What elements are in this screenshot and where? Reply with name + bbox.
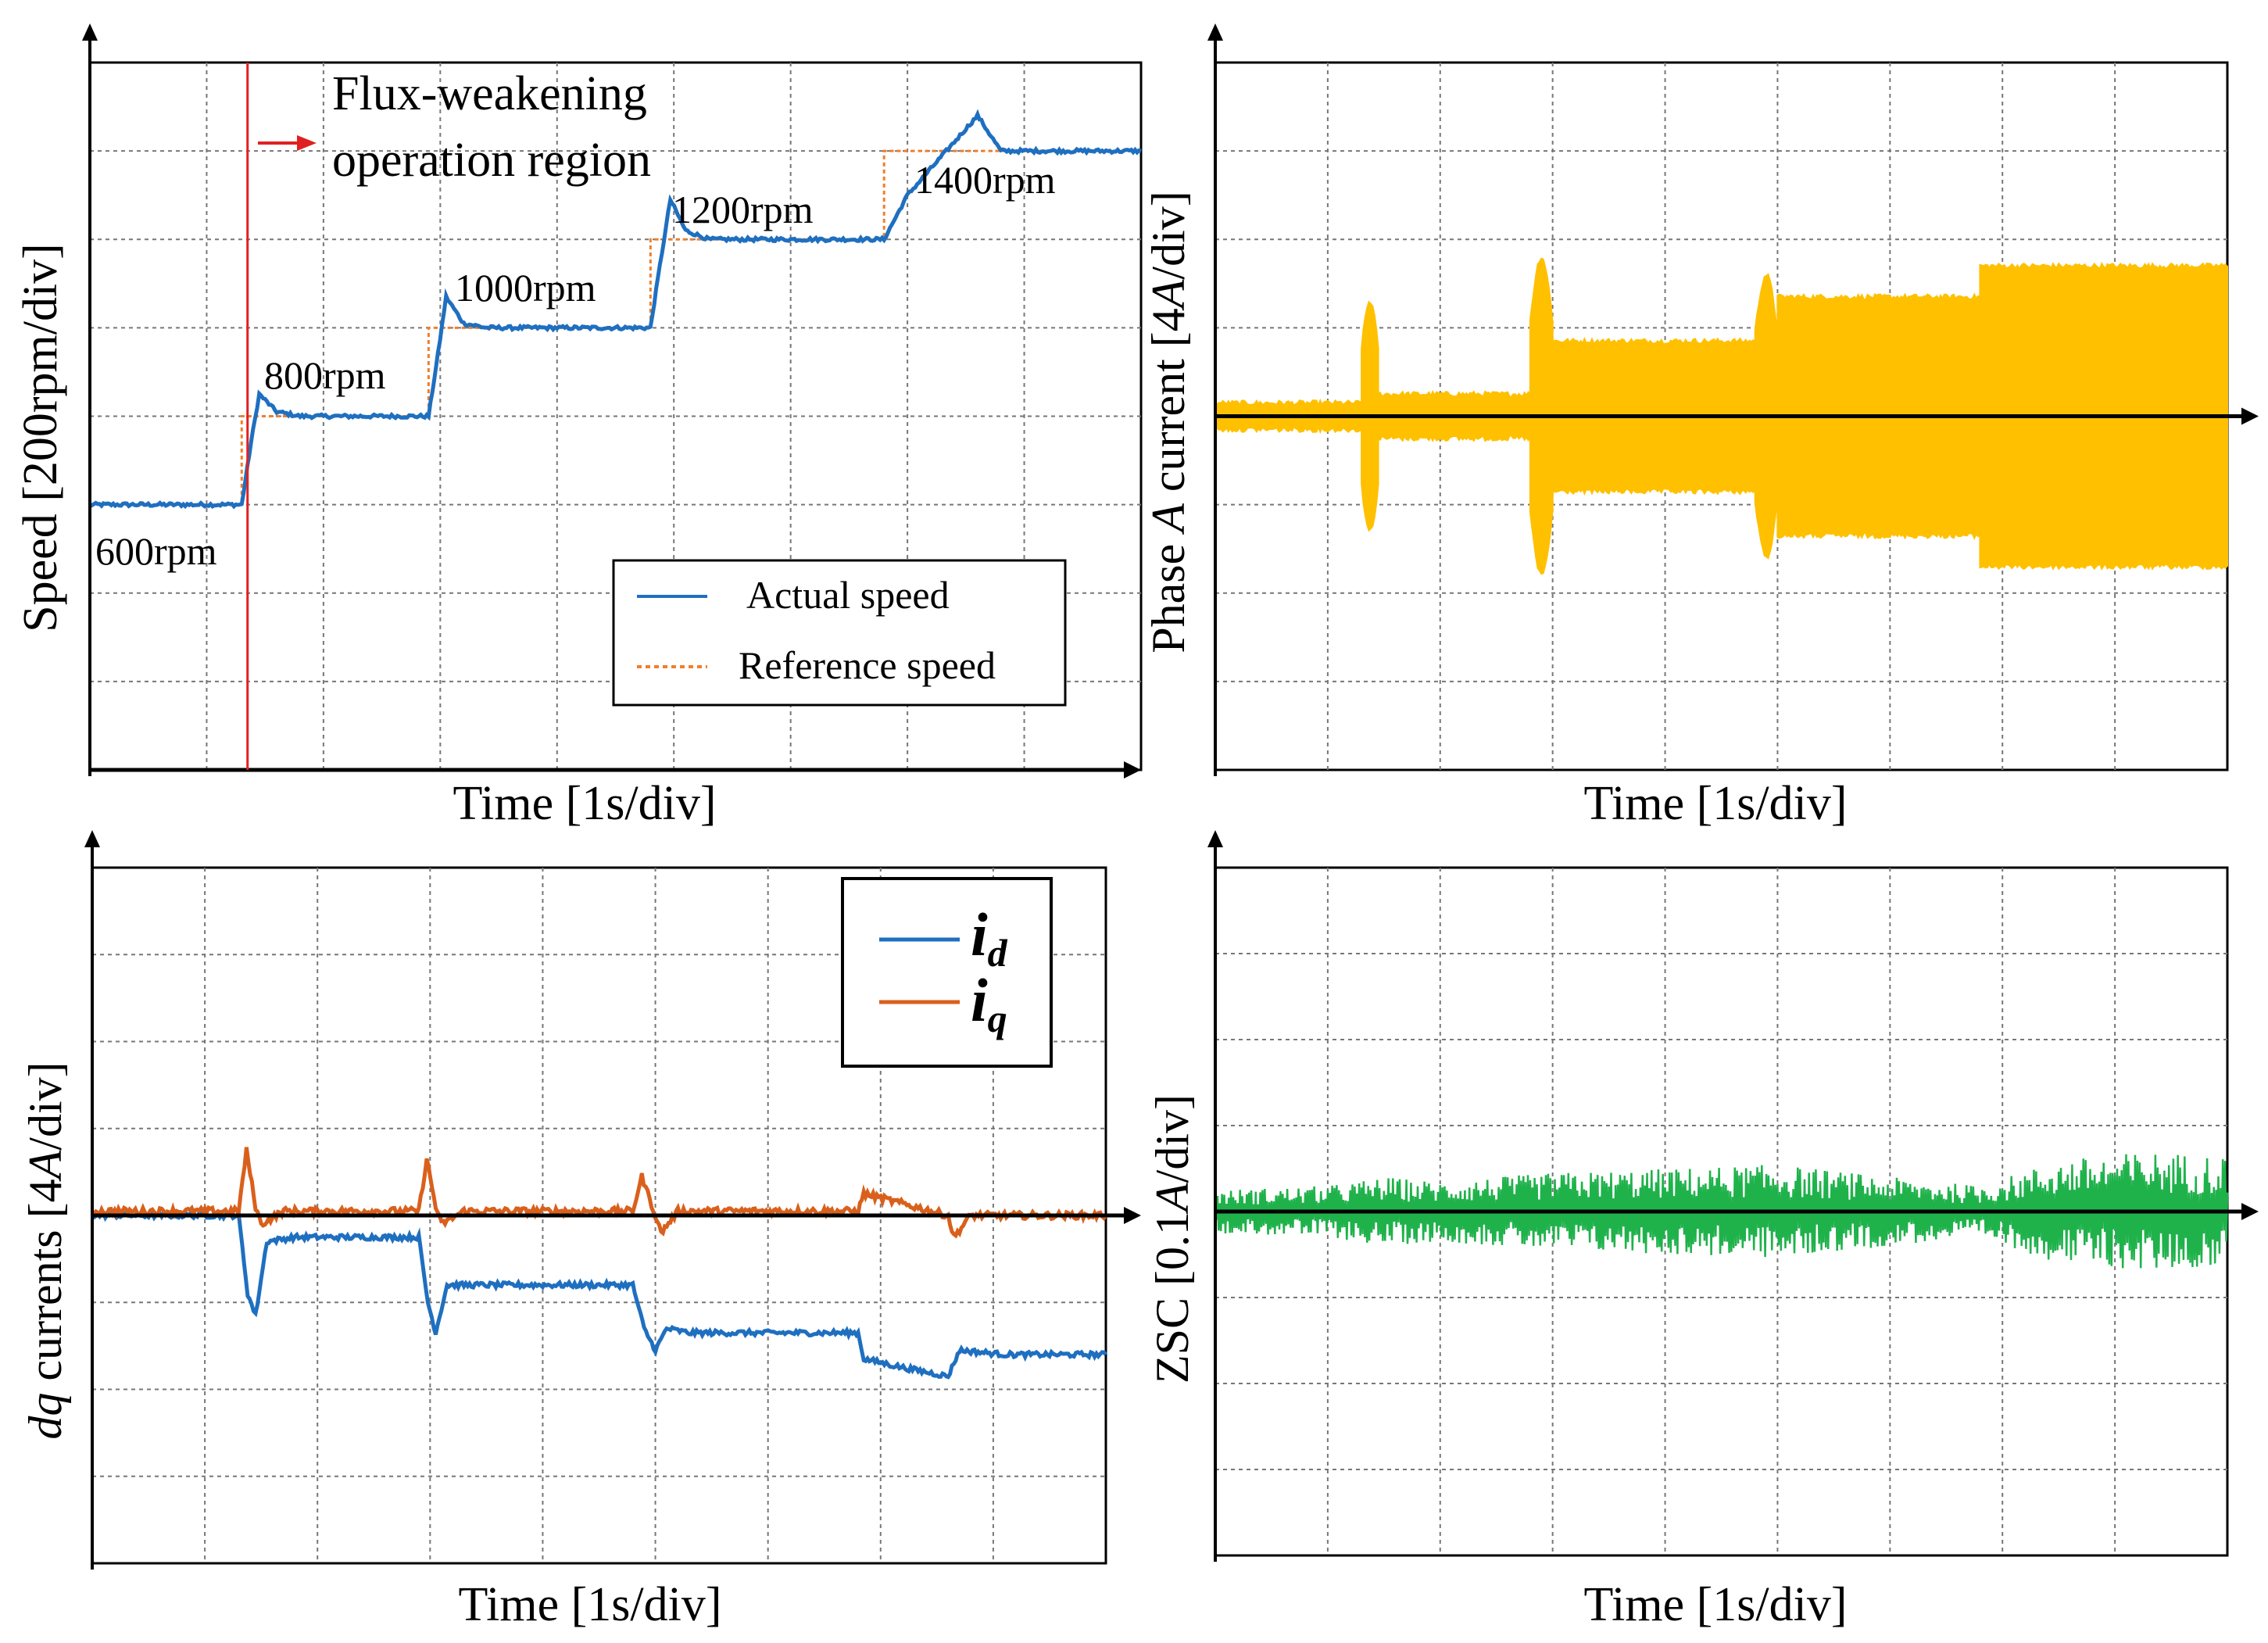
annotation-800rpm: 800rpm: [264, 353, 386, 397]
phase-x-axis-arrowhead: [2241, 407, 2259, 425]
speed-series: [88, 109, 1142, 510]
series-actual-speed: [88, 109, 1142, 510]
zsc-chart: Time [1s/div] ZSC [0.1A/div]: [1147, 830, 2259, 1631]
dq-ylabel-var: dq: [20, 1393, 71, 1440]
dq-legend-box: [841, 877, 1053, 1068]
zsc-y-axis-arrowhead: [1207, 830, 1223, 847]
legend-id-sub: d: [988, 931, 1008, 975]
annotation-1400rpm: 1400rpm: [914, 158, 1056, 202]
speed-axes: [82, 23, 1141, 779]
zsc-ylabel: ZSC [0.1A/div]: [1147, 1094, 1198, 1383]
dq-ylabel-unit-var: A: [20, 1150, 71, 1182]
speed-ylabel: Speed [200rpm/div]: [14, 243, 67, 632]
flux-arrow: [258, 135, 317, 151]
phase-current-chart: Time [1s/div] Phase A current [4A/div]: [1143, 23, 2259, 830]
phase-ylabel-part3: /div]: [1143, 191, 1194, 279]
legend-iq-sub: q: [988, 997, 1007, 1040]
dq-ylabel-part2: /div]: [20, 1061, 71, 1150]
phase-ylabel-var: A: [1143, 503, 1194, 535]
phase-ylabel: Phase A current [4A/div]: [1143, 191, 1194, 653]
zsc-ylabel-var: A: [1147, 1183, 1198, 1215]
annotation-1000rpm: 1000rpm: [455, 266, 596, 310]
legend-reference-speed-label: Reference speed: [739, 643, 996, 687]
legend-id-sym: i: [971, 900, 988, 968]
speed-chart: Flux-weakening operation region 600rpm 8…: [14, 23, 1143, 830]
phase-xlabel: Time [1s/div]: [1583, 777, 1847, 830]
legend-id-label: id: [971, 900, 1008, 975]
legend-actual-speed-label: Actual speed: [746, 573, 950, 617]
dq-y-axis-arrowhead: [84, 830, 100, 847]
dq-ylabel: dq currents [4A/div]: [20, 1061, 71, 1439]
dq-x-axis-arrowhead: [1124, 1207, 1141, 1224]
speed-x-axis-arrowhead: [1124, 761, 1141, 779]
speed-legend-box: [612, 559, 1067, 707]
series-zsc: [1214, 1154, 2229, 1269]
dq-legend: id iq: [841, 877, 1053, 1068]
zsc-axes: [1207, 830, 2259, 1562]
phase-ylabel-part2: current [4: [1143, 308, 1194, 503]
phase-y-axis-arrowhead: [1207, 23, 1223, 41]
flux-arrow-head: [297, 135, 317, 151]
dq-xlabel: Time [1s/div]: [458, 1578, 721, 1631]
zsc-ylabel-part2: /div]: [1147, 1094, 1198, 1183]
annotation-1200rpm: 1200rpm: [672, 188, 814, 231]
zsc-xlabel: Time [1s/div]: [1583, 1578, 1847, 1631]
zsc-ylabel-part1: ZSC [0.1: [1147, 1212, 1198, 1383]
dq-currents-chart: id iq Time [1s/div] dq currents [4A/div]: [20, 830, 1141, 1631]
flux-label-line2: operation region: [332, 134, 651, 187]
dq-ylabel-part1: currents [4: [20, 1179, 71, 1392]
flux-label-line1: Flux-weakening: [332, 67, 647, 120]
legend-iq-label: iq: [971, 966, 1007, 1040]
phase-ylabel-unit-var: A: [1143, 279, 1194, 311]
speed-y-axis-arrowhead: [82, 23, 98, 41]
phase-ylabel-part1: Phase: [1143, 532, 1194, 653]
dq-axes: [84, 830, 1141, 1570]
series-id: [91, 1207, 1107, 1380]
speed-legend: Actual speed Reference speed: [612, 559, 1067, 707]
speed-xlabel: Time [1s/div]: [453, 777, 716, 830]
phase-axes: [1207, 23, 2259, 776]
zsc-x-axis-arrowhead: [2241, 1203, 2259, 1220]
zsc-series: [1214, 1154, 2229, 1269]
annotation-600rpm: 600rpm: [95, 529, 217, 573]
legend-iq-sym: i: [971, 966, 988, 1034]
